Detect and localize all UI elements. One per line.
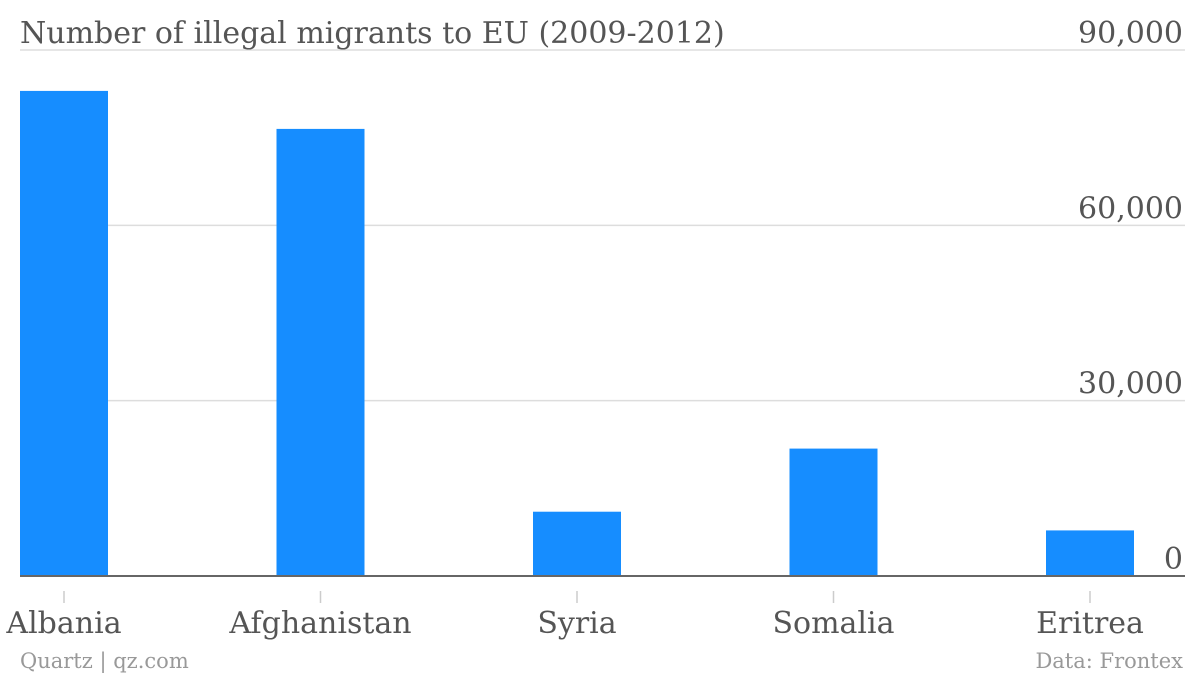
- data-source: Data: Frontex: [1035, 649, 1183, 673]
- y-tick-label: 60,000: [1078, 191, 1183, 226]
- bar-albania: [20, 90, 108, 577]
- bar-syria: [533, 511, 621, 576]
- y-axis-ticks: 0 30,000 60,000 90,000: [1078, 16, 1183, 577]
- y-tick-label: 90,000: [1078, 16, 1183, 51]
- bar-somalia: [789, 448, 878, 576]
- bars: [20, 90, 1134, 577]
- x-axis-ticks: Albania Afghanistan Syria Somalia Eritrea: [5, 591, 1144, 641]
- x-tick-label: Albania: [5, 606, 121, 641]
- x-tick-label: Eritrea: [1036, 606, 1144, 641]
- source-credit: Quartz | qz.com: [20, 649, 189, 674]
- chart-title: Number of illegal migrants to EU (2009-2…: [20, 16, 725, 51]
- x-tick-label: Syria: [537, 606, 616, 641]
- bar-afghanistan: [276, 128, 365, 576]
- bar-eritrea: [1046, 530, 1134, 576]
- y-tick-label: 30,000: [1078, 367, 1183, 402]
- x-tick-label: Afghanistan: [228, 606, 411, 641]
- gridlines: [20, 49, 1185, 402]
- x-tick-label: Somalia: [772, 606, 894, 641]
- y-tick-label: 0: [1164, 542, 1183, 577]
